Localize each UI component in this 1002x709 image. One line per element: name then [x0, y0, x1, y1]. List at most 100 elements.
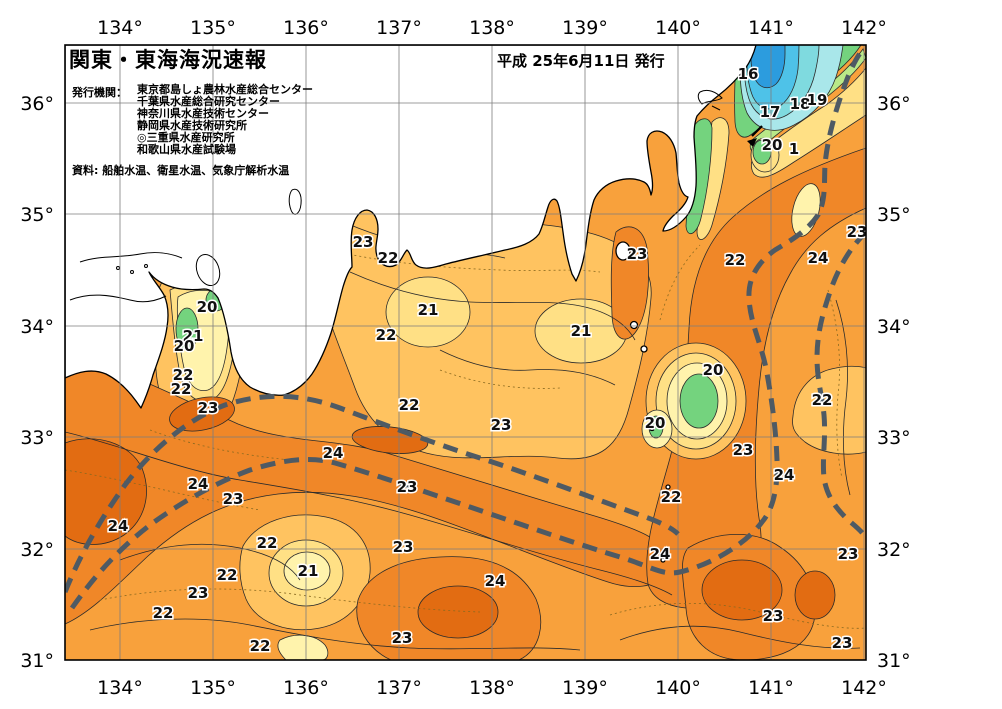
temperature-contours	[65, 217, 861, 651]
longitude-tick-label: 140°	[655, 17, 701, 39]
sst-value-label: 23	[763, 607, 784, 625]
small-eddy-20c	[648, 415, 664, 439]
sst-value-label: 17	[760, 103, 781, 121]
sst-value-label: 22	[153, 604, 174, 622]
sst-value-label: 16	[738, 65, 759, 83]
sst-value-label: 23	[353, 233, 374, 251]
longitude-tick-label: 136°	[283, 17, 329, 39]
data-source-note: 資料: 船舶水温、衛星水温、気象庁解析水温	[72, 164, 290, 177]
inland-sea-coastline	[69, 89, 723, 303]
izu-islands	[615, 241, 671, 563]
sst-value-label: 23	[733, 441, 754, 459]
lake-kasumigaura	[697, 89, 723, 105]
sst-value-label: 19	[807, 91, 828, 109]
publisher-item: 和歌山県水産試験場	[137, 142, 236, 156]
map-frame	[64, 44, 867, 661]
publisher-item: 東京都島しょ農林水産総合センター	[137, 83, 313, 96]
longitude-tick-label: 137°	[376, 677, 422, 699]
halfdegree-dotted-contours	[65, 244, 866, 629]
sst-value-label: 20	[174, 337, 195, 355]
latitude-tick-label: 34°	[20, 316, 54, 338]
latitude-tick-label: 32°	[20, 539, 54, 561]
sst-value-label: 23	[392, 629, 413, 647]
sst-value-label: 23	[223, 490, 244, 508]
sst-value-label: 23	[393, 538, 414, 556]
sst-value-label: 24	[774, 466, 795, 484]
longitude-tick-label: 142°	[841, 17, 887, 39]
latitude-tick-label: 35°	[20, 204, 54, 226]
longitude-tick-label: 140°	[655, 677, 701, 699]
longitude-tick-label: 137°	[376, 17, 422, 39]
sst-value-label: 20	[197, 298, 218, 316]
publisher-item: ◎三重県水産研究所	[137, 130, 235, 144]
sst-value-label: 20	[703, 361, 724, 379]
sst-value-label: 22	[812, 391, 833, 409]
sst-value-label: 22	[378, 249, 399, 267]
bottom-longitude-axis: 134° 135° 136° 137° 138° 139° 140° 141° 142°	[97, 677, 887, 699]
longitude-tick-label: 141°	[748, 677, 794, 699]
sst-value-label: 21	[418, 301, 439, 319]
sst-value-label: 22	[173, 366, 194, 384]
publisher-list: 東京都島しょ農林水産総合センター 千葉県水産総合研究センター 神奈川県水産技術センタ…	[137, 84, 313, 155]
sst-value-label: 23	[627, 245, 648, 263]
sst-value-label: 22	[376, 326, 397, 344]
publisher-label: 発行機関：	[72, 86, 127, 99]
eddy-20c-core	[679, 373, 719, 429]
sst-value-label: 24	[188, 475, 209, 493]
latitude-tick-label: 31°	[20, 650, 54, 672]
longitude-tick-label: 139°	[562, 17, 608, 39]
sst-value-label: 24	[323, 444, 344, 462]
sst-value-label: 24	[808, 249, 829, 267]
sst-value-label: 22	[725, 251, 746, 269]
latitude-tick-label: 33°	[877, 427, 911, 449]
sst-value-label: 24	[650, 545, 671, 563]
sst-value-label: 22	[661, 488, 682, 506]
sst-value-label: 22	[399, 396, 420, 414]
sst-value-label: 23	[491, 416, 512, 434]
longitude-tick-label: 134°	[97, 677, 143, 699]
sst-value-label: 20	[645, 414, 666, 432]
yellow-21c-a	[385, 276, 471, 348]
kuroshio-dashed-lines	[65, 46, 866, 610]
hot-core-f	[794, 570, 836, 620]
issue-date: 平成 25年6月11日 発行	[497, 52, 665, 70]
latitude-tick-label: 36°	[877, 93, 911, 115]
hot-core-d	[417, 585, 499, 639]
longitude-tick-label: 141°	[748, 17, 794, 39]
publisher-item: 神奈川県水産技術センター	[137, 106, 269, 120]
latitude-longitude-grid	[65, 45, 866, 660]
sst-value-label: 22	[257, 534, 278, 552]
sst-value-label: 18	[790, 95, 811, 113]
sst-value-label: 21	[183, 327, 204, 345]
kuroshio-main-axis	[69, 46, 866, 610]
latitude-tick-label: 33°	[20, 427, 54, 449]
sst-value-label: 22	[250, 637, 271, 655]
sst-value-label: 24	[485, 572, 506, 590]
top-longitude-axis: 134° 135° 136° 137° 138° 139° 140° 141° 142°	[97, 17, 887, 39]
sst-value-label: 23	[847, 223, 868, 241]
longitude-tick-label: 135°	[190, 17, 236, 39]
sst-value-label: 22	[217, 566, 238, 584]
longitude-tick-label: 142°	[841, 677, 887, 699]
latitude-tick-label: 31°	[877, 650, 911, 672]
latitude-tick-label: 32°	[877, 539, 911, 561]
latitude-tick-label: 35°	[877, 204, 911, 226]
current-arrow	[747, 125, 763, 147]
longitude-tick-label: 138°	[469, 17, 515, 39]
sst-value-label: 23	[188, 584, 209, 602]
kuroshio-north-edge	[65, 393, 680, 593]
kuroshio-east-branch	[814, 230, 866, 540]
longitude-tick-label: 135°	[190, 677, 236, 699]
latitude-tick-label: 34°	[877, 316, 911, 338]
latitude-tick-label: 36°	[20, 93, 54, 115]
kii-cold-20c-a	[175, 307, 199, 351]
sst-value-label: 23	[832, 634, 853, 652]
sst-value-label: 20	[762, 136, 783, 154]
publisher-item: 静岡県水産技術研究所	[137, 118, 247, 132]
hot-core-e	[701, 559, 783, 621]
page-title: 関東・東海海況速報	[69, 48, 267, 72]
longitude-tick-label: 134°	[97, 17, 143, 39]
